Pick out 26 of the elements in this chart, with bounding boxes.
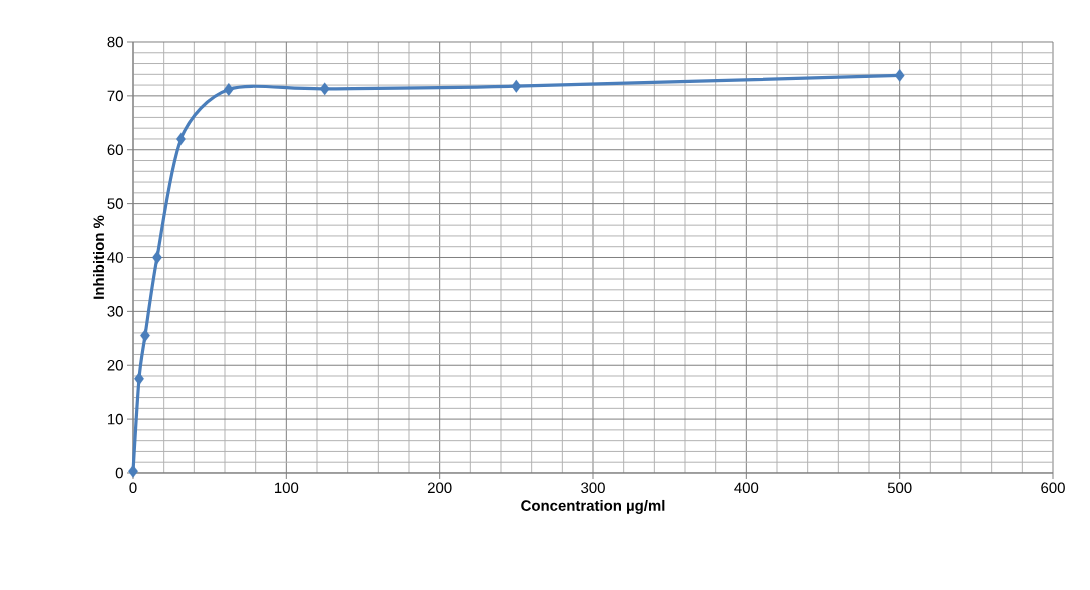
y-tick-label: 60 — [107, 144, 123, 156]
x-tick-label: 200 — [427, 482, 452, 494]
y-tick-label: 40 — [107, 252, 123, 263]
y-axis-title: Inhibition % — [93, 215, 105, 299]
point — [223, 82, 234, 96]
x-tick-label: 100 — [275, 482, 299, 494]
x-tick-label: 500 — [887, 482, 912, 494]
x-tick-label: 0 — [129, 482, 137, 494]
y-tick-label: 50 — [107, 198, 123, 209]
point — [511, 79, 522, 93]
x-tick-label: 600 — [1041, 482, 1065, 494]
x-tick-label: 300 — [581, 482, 605, 494]
y-tick-label: 20 — [107, 359, 123, 371]
point — [176, 132, 186, 146]
point — [128, 464, 138, 478]
y-tick-label: 70 — [107, 90, 123, 102]
point — [894, 68, 905, 82]
point — [140, 329, 150, 343]
x-axis-title: Concentration µg/ml — [521, 499, 665, 514]
x-tick-label: 400 — [734, 482, 759, 494]
y-tick-label: 0 — [115, 467, 123, 479]
point — [134, 372, 144, 386]
point — [319, 82, 330, 96]
y-tick-label: 10 — [108, 413, 123, 425]
y-tick-label: 30 — [107, 306, 123, 317]
y-tick-label: 80 — [107, 36, 123, 48]
